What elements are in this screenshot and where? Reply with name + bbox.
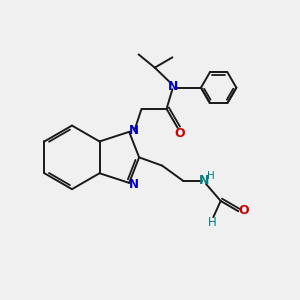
Text: O: O: [175, 127, 185, 140]
Text: N: N: [129, 124, 139, 136]
Text: N: N: [168, 80, 178, 93]
Text: O: O: [238, 204, 249, 217]
Text: H: H: [208, 216, 217, 229]
Text: N: N: [199, 174, 210, 188]
Text: H: H: [207, 171, 215, 181]
Text: N: N: [129, 178, 139, 191]
